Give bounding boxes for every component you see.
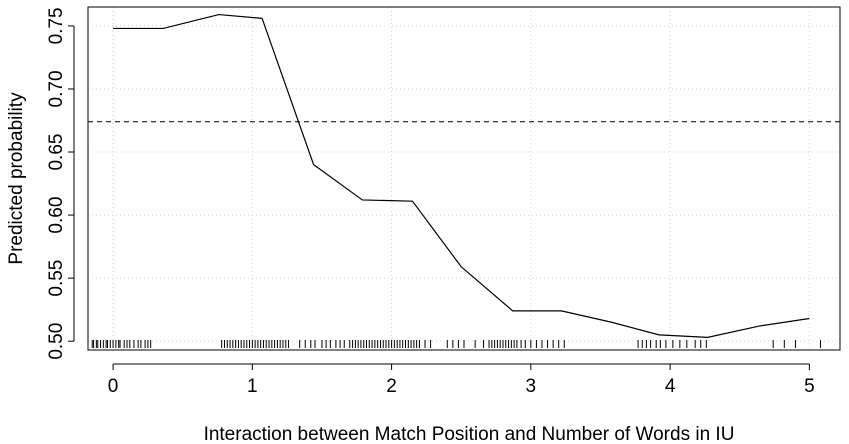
rug-marks: [91, 340, 822, 348]
x-tick-label-4: 4: [665, 376, 676, 397]
y-tick-label-0: 0.50: [46, 323, 67, 360]
y-axis: 0.50 0.55 0.60 0.65 0.70 0.75: [46, 7, 75, 360]
x-tick-label-3: 3: [526, 376, 537, 397]
x-axis: 0 1 2 3 4 5: [108, 363, 815, 397]
y-tick-label-3: 0.65: [46, 134, 67, 171]
y-tick-label-5: 0.75: [46, 7, 67, 44]
y-tick-label-2: 0.60: [46, 197, 67, 234]
x-tick-label-2: 2: [386, 376, 397, 397]
x-tick-label-5: 5: [804, 376, 815, 397]
x-tick-label-1: 1: [247, 376, 258, 397]
plot-frame: [87, 6, 841, 351]
y-tick-label-4: 0.70: [46, 70, 67, 107]
x-axis-title: Interaction between Match Position and N…: [204, 424, 735, 444]
series-line: [113, 13, 810, 338]
y-tick-label-1: 0.55: [46, 260, 67, 297]
x-tick-label-0: 0: [108, 376, 119, 397]
y-axis-title: Predicted probability: [6, 92, 27, 265]
grid-lines: [88, 7, 840, 350]
